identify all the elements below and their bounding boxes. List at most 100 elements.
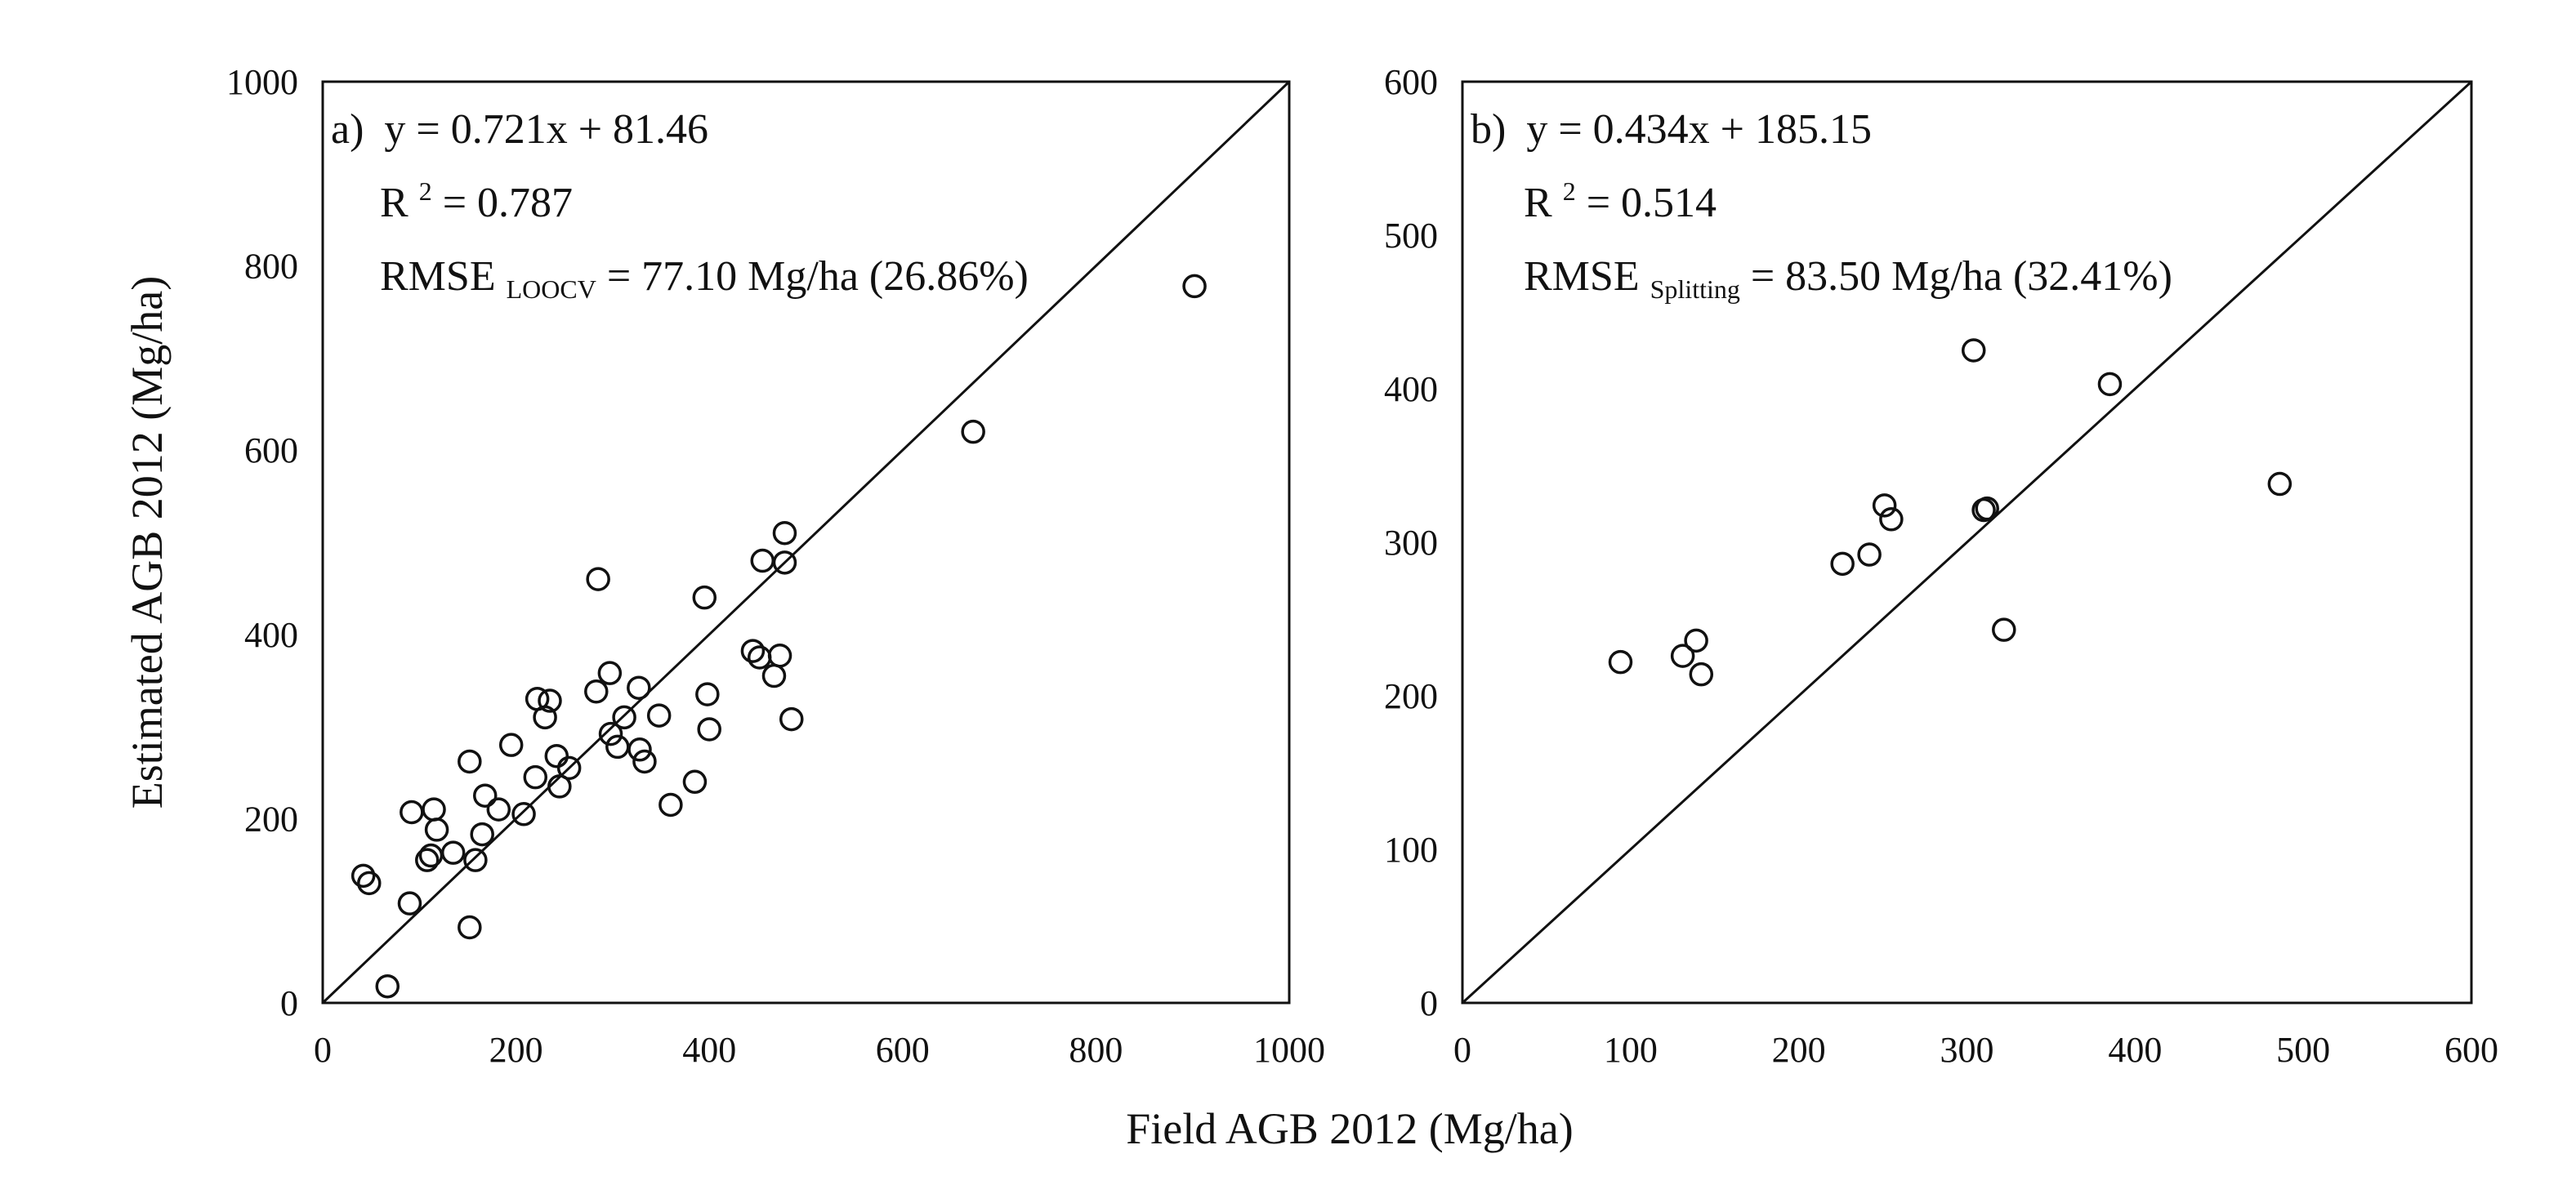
panel-b-y-tick-label: 500 <box>1384 216 1438 256</box>
panel-b-x-tick-label: 400 <box>2108 1030 2162 1070</box>
panel-b-y-tick-labels: 0 100 200 300 400 500 600 <box>1384 62 1438 1023</box>
panel-b-y-tick-label: 300 <box>1384 523 1438 563</box>
panel-b-data-point <box>1872 493 1897 518</box>
panel-b-data-point <box>1689 662 1714 687</box>
panel-a-rmse-prefix: RMSE <box>380 253 496 300</box>
panel-a-data-point <box>422 797 446 822</box>
panel-a-data-point <box>659 792 683 818</box>
panel-a-data-point <box>682 769 708 795</box>
panel-a-data-point <box>547 774 572 799</box>
panel-a-data-point <box>632 749 657 774</box>
panel-a-y-tick-label: 800 <box>244 247 298 287</box>
panel-b-label: b) <box>1471 106 1506 153</box>
panel-a-data-point <box>375 973 400 999</box>
panel-b-data-point <box>2097 372 2123 397</box>
panel-b-rmse-value: = 83.50 Mg/ha (32.41%) <box>1751 253 2172 300</box>
panel-a-data-point <box>584 679 609 704</box>
panel-a-data-point <box>544 743 569 769</box>
panel-a-data-point <box>750 548 775 573</box>
panel-a-y-tick-label: 1000 <box>226 62 298 102</box>
panel-a-r2-sup: 2 <box>419 176 432 206</box>
panel-b-y-tick-label: 0 <box>1420 983 1438 1023</box>
panel-a-data-point <box>697 717 721 742</box>
panel-a-rmse: RMSE LOOCV = 77.10 Mg/ha (26.86%) <box>380 253 1029 308</box>
panel-a-data-point <box>761 663 787 688</box>
panel-a: 0 200 400 600 800 1000 0 200 400 600 800 1000 a) y… <box>226 62 1325 1070</box>
panel-a-equation-text: y = 0.721x + 81.46 <box>384 106 708 153</box>
panel-a-data-point <box>538 688 562 713</box>
panel-a-data-point <box>556 755 582 781</box>
panel-a-data-point <box>397 891 422 916</box>
panel-a-y-tick-label: 600 <box>244 430 298 470</box>
panel-a-data-point <box>772 550 797 575</box>
x-axis-title: Field AGB 2012 (Mg/ha) <box>1126 1104 1574 1153</box>
panel-a-x-tick-label: 200 <box>489 1030 543 1070</box>
panel-b-y-tick-label: 400 <box>1384 369 1438 409</box>
panel-b-x-tick-labels: 0 100 200 300 400 500 600 <box>1453 1030 2498 1070</box>
panel-a-y-tick-labels: 0 200 400 600 800 1000 <box>226 62 298 1023</box>
panel-b-r2: R 2 = 0.514 <box>1524 163 1717 226</box>
panel-b-y-tick-label: 200 <box>1384 676 1438 716</box>
panel-a-data-point <box>418 843 444 868</box>
panel-a-rmse-value: = 77.10 Mg/ha (26.86%) <box>607 253 1029 300</box>
panel-a-rmse-sub: LOOCV <box>507 274 596 304</box>
panel-b-x-tick-label: 600 <box>2444 1030 2498 1070</box>
panel-a-r2: R 2 = 0.787 <box>380 163 573 226</box>
panel-a-data-point <box>470 822 494 847</box>
panel-a-data-point <box>357 871 382 896</box>
panel-b-x-tick-label: 0 <box>1453 1030 1471 1070</box>
panel-a-data-point <box>961 419 985 444</box>
panel-a-data-point <box>523 764 548 790</box>
panel-b-r2-prefix: R <box>1524 180 1552 226</box>
panel-b-data-point <box>1684 628 1708 653</box>
panel-a-one-to-one-line <box>321 80 1291 1005</box>
panel-a-data-point <box>533 705 557 730</box>
panel-a-data-point <box>472 783 498 808</box>
panel-a-data-point <box>627 675 651 700</box>
panel-a-data-point <box>772 520 797 546</box>
panel-a-x-tick-label: 400 <box>682 1030 736 1070</box>
panel-a-points <box>350 274 1207 999</box>
panel-a-y-tick-label: 400 <box>244 615 298 655</box>
panel-b-equation: b) y = 0.434x + 185.15 <box>1471 106 1872 153</box>
panel-a-data-point <box>627 737 652 762</box>
panel-b-rmse-sub: Splitting <box>1650 274 1740 304</box>
panel-a-data-point <box>605 734 630 760</box>
panel-a-data-point <box>779 706 804 732</box>
panel-a-data-point <box>586 567 610 591</box>
panel-b-x-tick-label: 300 <box>1940 1030 1994 1070</box>
panel-a-label: a) <box>331 106 364 153</box>
panel-b-data-point <box>1830 551 1855 577</box>
panel-b-y-tick-label: 600 <box>1384 62 1438 102</box>
panel-a-data-point <box>1182 274 1207 299</box>
panel-a-x-tick-label: 600 <box>876 1030 930 1070</box>
panel-a-x-tick-labels: 0 200 400 600 800 1000 <box>314 1030 1325 1070</box>
panel-b-data-point <box>1879 507 1904 532</box>
panel-a-data-point <box>740 639 766 663</box>
panel-a-data-point <box>612 705 636 730</box>
panel-b-plot-frame <box>1461 80 2473 1005</box>
panel-a-x-tick-label: 1000 <box>1253 1030 1325 1070</box>
panel-a-x-tick-label: 0 <box>314 1030 332 1070</box>
panel-b-rmse-prefix: RMSE <box>1524 253 1640 300</box>
panel-a-y-tick-label: 200 <box>244 799 298 839</box>
panel-a-x-tick-label: 800 <box>1069 1030 1123 1070</box>
panel-a-equation: a) y = 0.721x + 81.46 <box>331 106 708 153</box>
panel-a-data-point <box>424 818 449 842</box>
panel-b-x-tick-label: 100 <box>1604 1030 1658 1070</box>
panel-a-data-point <box>486 797 511 822</box>
panel-b-rmse: RMSE Splitting = 83.50 Mg/ha (32.41%) <box>1524 253 2172 308</box>
panel-a-data-point <box>646 703 672 728</box>
panel-a-data-point <box>695 682 720 706</box>
panel-a-r2-prefix: R <box>380 180 408 226</box>
panel-b-y-tick-label: 100 <box>1384 830 1438 870</box>
panel-b-data-point <box>2267 471 2293 497</box>
panel-a-data-point <box>597 661 623 685</box>
panel-a-data-point <box>692 585 717 610</box>
panel-a-plot-frame <box>321 80 1291 1005</box>
panel-b-data-point <box>1670 644 1695 668</box>
panel-a-data-point <box>598 721 623 746</box>
panel-a-data-point <box>415 848 440 872</box>
panel-b-one-to-one-line <box>1461 80 2473 1005</box>
